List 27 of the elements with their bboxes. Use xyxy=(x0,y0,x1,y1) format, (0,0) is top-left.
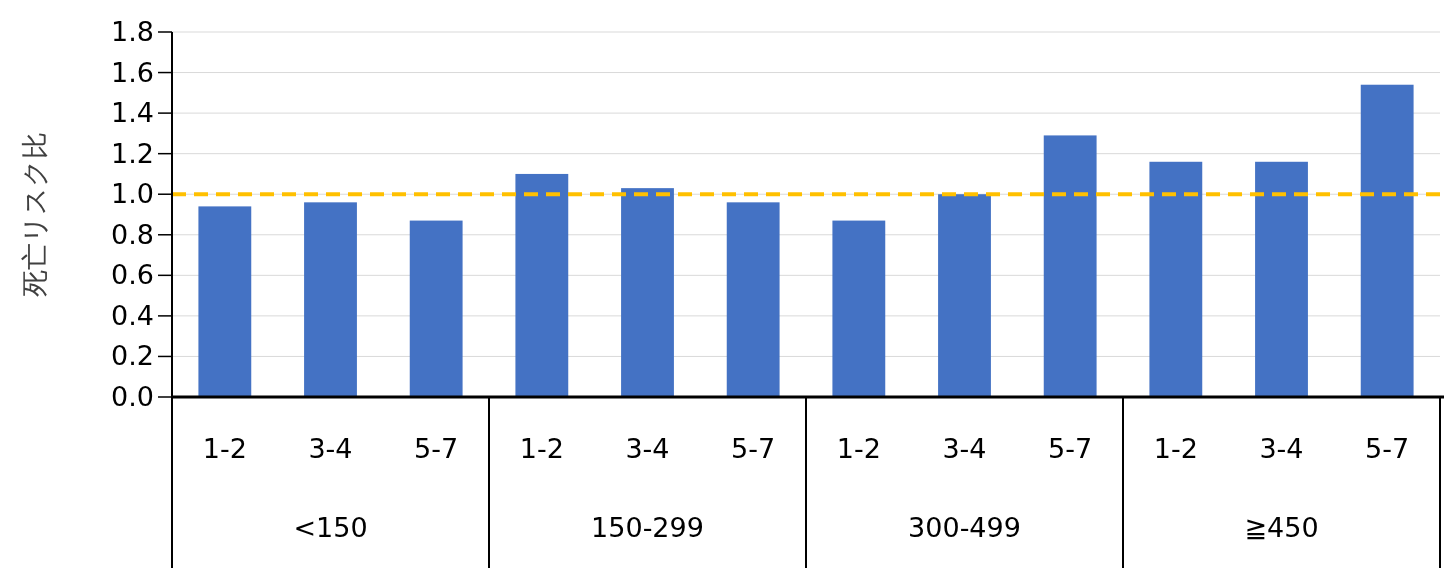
text: 300-499 xyxy=(908,512,1021,543)
y-tick-label: 1.4 xyxy=(111,97,154,129)
x-tick-label: 3-4 xyxy=(1259,433,1304,464)
text: <150 xyxy=(293,512,368,543)
x-tick-label: 1-2 xyxy=(202,433,247,464)
y-tick-label: 1.8 xyxy=(111,16,154,47)
y-tick-label: 0.8 xyxy=(111,218,154,250)
x-tick-label: 1-2 xyxy=(836,433,881,464)
x-tick-label: 5-7 xyxy=(1048,433,1093,464)
text: 150-299 xyxy=(591,512,704,543)
text: ≧450 xyxy=(1244,512,1319,543)
x-tick-label: 3-4 xyxy=(942,433,987,464)
y-tick-label: 1.0 xyxy=(111,178,154,210)
y-tick-label: 0.0 xyxy=(111,381,154,412)
y-tick-label: 1.6 xyxy=(111,56,154,88)
x-tick-label: 3-4 xyxy=(308,433,353,464)
x-tick-label: 5-7 xyxy=(414,433,459,464)
x-tick-label: 5-7 xyxy=(731,433,776,464)
y-tick-label: 0.4 xyxy=(111,299,154,331)
x-tick-label: 3-4 xyxy=(625,433,670,464)
x-tick-label: 1-2 xyxy=(1153,433,1198,464)
y-tick-label: 0.6 xyxy=(111,259,154,291)
x-tick-label: 5-7 xyxy=(1365,433,1410,464)
x-tick-label: 1-2 xyxy=(519,433,564,464)
y-tick-label: 0.2 xyxy=(111,340,154,372)
y-axis-title: 死亡リスク比 xyxy=(19,132,50,297)
y-tick-label: 1.2 xyxy=(111,137,154,169)
